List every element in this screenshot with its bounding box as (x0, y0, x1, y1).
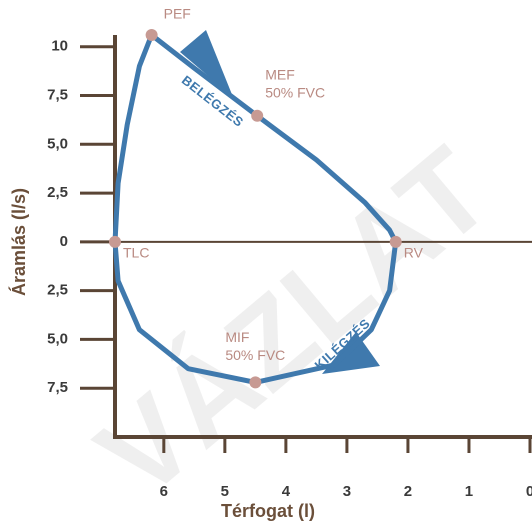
y-axis-title: Áramlás (l/s) (8, 188, 29, 296)
x-tick-label: 2 (404, 483, 412, 500)
point-label: TLC (123, 245, 149, 261)
x-axis-title: Térfogat (l) (221, 501, 315, 521)
key-point (389, 235, 402, 248)
x-tick-label: 4 (282, 483, 291, 500)
key-point (109, 235, 121, 248)
x-tick-label: 3 (343, 483, 351, 500)
key-point (249, 376, 262, 389)
y-tick-label: 0 (60, 233, 68, 250)
x-tick-label: 6 (160, 483, 168, 500)
y-tick-label: 5,0 (47, 135, 68, 152)
y-tick-label: 10 (51, 38, 68, 55)
point-label: MEF (265, 66, 295, 82)
point-label: PEF (164, 6, 191, 22)
key-point (145, 29, 158, 41)
watermark: VÁZLAT (73, 122, 515, 523)
point-label: 50% FVC (225, 347, 285, 363)
y-tick-label: 5,0 (47, 330, 68, 347)
y-tick-label: 2,5 (47, 282, 68, 299)
inspiration-arrow (180, 30, 233, 97)
key-point (251, 109, 264, 122)
x-tick-label: 0 (526, 483, 532, 500)
y-tick-label: 2,5 (47, 184, 68, 201)
flow-volume-loop (112, 32, 399, 385)
x-tick-label: 5 (221, 483, 229, 500)
x-tick-label: 1 (465, 483, 473, 500)
point-label: RV (404, 245, 424, 261)
y-tick-label: 7,5 (47, 379, 68, 396)
point-label: 50% FVC (265, 84, 325, 100)
y-tick-label: 7,5 (47, 86, 68, 103)
point-label: MIF (225, 329, 249, 345)
